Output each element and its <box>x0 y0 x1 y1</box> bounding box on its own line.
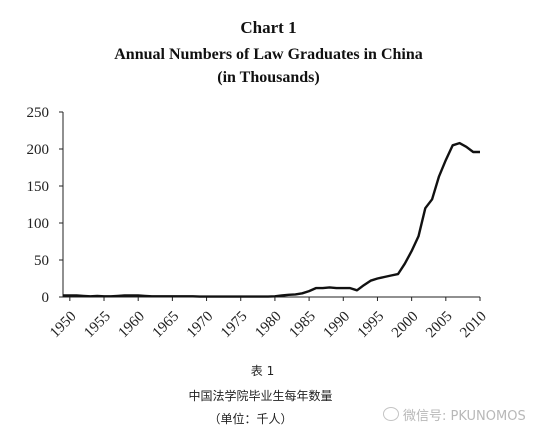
x-tick-label: 1975 <box>218 309 251 342</box>
x-tick-label: 1970 <box>184 309 217 342</box>
x-tick-label: 1960 <box>115 309 148 342</box>
caption-unit: （单位：千人） <box>208 412 293 426</box>
x-tick-label: 1950 <box>47 309 80 342</box>
y-tick-label: 0 <box>42 290 50 306</box>
x-tick-label: 1985 <box>286 309 319 342</box>
watermark-text: 微信号: PKUNOMOS <box>403 409 526 424</box>
chart-title: Chart 1 <box>240 18 297 37</box>
x-tick-label: 2000 <box>389 309 422 342</box>
caption-table-label: 表 1 <box>250 364 275 378</box>
caption-chinese-title: 中国法学院毕业生每年数量 <box>188 389 333 403</box>
watermark: 微信号: PKUNOMOS <box>383 405 526 424</box>
y-tick-label: 200 <box>27 142 50 158</box>
x-tick-label: 1990 <box>321 309 354 342</box>
y-tick-label: 150 <box>27 179 50 195</box>
series-line <box>63 141 480 298</box>
chart-subtitle: Annual Numbers of Law Graduates in China <box>114 46 423 63</box>
wechat-icon <box>383 407 399 421</box>
x-tick-label: 2010 <box>457 309 490 342</box>
x-tick-label: 1995 <box>355 309 388 342</box>
chart-unit-subtitle: (in Thousands) <box>217 69 320 86</box>
y-tick-label: 250 <box>27 105 50 121</box>
y-tick-label: 100 <box>27 216 50 232</box>
x-tick-label: 1965 <box>150 309 183 342</box>
y-tick-label: 50 <box>34 253 49 269</box>
x-tick-label: 1955 <box>81 309 114 342</box>
x-tick-label: 2005 <box>423 309 456 342</box>
x-tick-label: 1980 <box>252 309 285 342</box>
